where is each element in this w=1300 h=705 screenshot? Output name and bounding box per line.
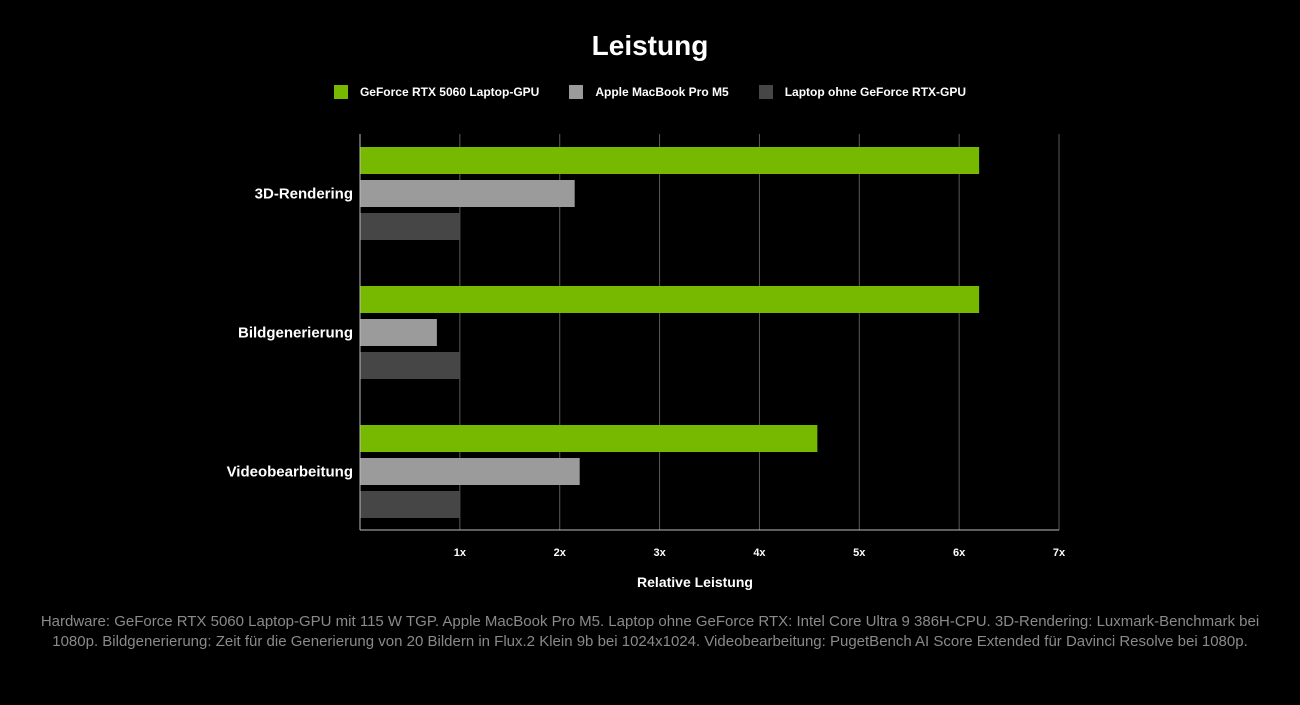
legend-swatch-macbook-pro-m5 <box>569 85 584 99</box>
category-label-3d-rendering: 3D-Rendering <box>255 186 353 203</box>
bar-bildgenerierung-laptop-ohne-geforce-rtx-gpu <box>360 352 460 379</box>
legend: GeForce RTX 5060 Laptop-GPU Apple MacBoo… <box>0 84 1300 100</box>
bar-3d-rendering-apple-macbook-pro-m5 <box>360 180 575 207</box>
labels: 1x 2x 3x 4x 5x 6x 7x 3D-Rendering Bildgenerierun… <box>227 186 1066 560</box>
x-tick-label-1x: 1x <box>454 547 467 559</box>
chart-title: Leistung <box>591 30 709 61</box>
x-tick-label-6x: 6x <box>953 547 966 559</box>
x-tick-label-2x: 2x <box>554 547 567 559</box>
bar-3d-rendering-laptop-ohne-geforce-rtx-gpu <box>360 213 460 240</box>
x-tick-label-3x: 3x <box>653 547 666 559</box>
bar-videobearbeitung-laptop-ohne-geforce-rtx-gpu <box>360 491 460 518</box>
footnote: Hardware: GeForce RTX 5060 Laptop-GPU mi… <box>40 613 1260 650</box>
legend-swatch-laptop-ohne-rtx <box>758 85 773 99</box>
legend-item-macbook-pro-m5: Apple MacBook Pro M5 <box>569 84 729 100</box>
legend-item-rtx-5060: GeForce RTX 5060 Laptop-GPU <box>333 84 540 100</box>
bar-3d-rendering-geforce-rtx-5060-laptop-gpu <box>360 147 980 174</box>
legend-label-laptop-ohne-rtx: Laptop ohne GeForce RTX-GPU <box>784 85 967 99</box>
legend-label-macbook-pro-m5: Apple MacBook Pro M5 <box>595 85 729 99</box>
legend-swatch-rtx-5060 <box>333 85 348 99</box>
category-label-bildgenerierung: Bildgenerierung <box>238 325 353 342</box>
x-tick-label-5x: 5x <box>853 547 866 559</box>
x-tick-label-7x: 7x <box>1053 547 1066 559</box>
x-axis-title: Relative Leistung <box>637 574 753 590</box>
legend-label-rtx-5060: GeForce RTX 5060 Laptop-GPU <box>359 85 540 99</box>
x-tick-label-4x: 4x <box>753 547 766 559</box>
bars <box>360 147 980 518</box>
bar-bildgenerierung-apple-macbook-pro-m5 <box>360 319 437 346</box>
bar-videobearbeitung-geforce-rtx-5060-laptop-gpu <box>360 425 818 452</box>
bar-bildgenerierung-geforce-rtx-5060-laptop-gpu <box>360 286 980 313</box>
axes <box>359 134 1060 531</box>
category-label-videobearbeitung: Videobearbeitung <box>227 464 353 481</box>
bar-videobearbeitung-apple-macbook-pro-m5 <box>360 458 580 485</box>
legend-item-laptop-ohne-rtx: Laptop ohne GeForce RTX-GPU <box>758 84 967 100</box>
